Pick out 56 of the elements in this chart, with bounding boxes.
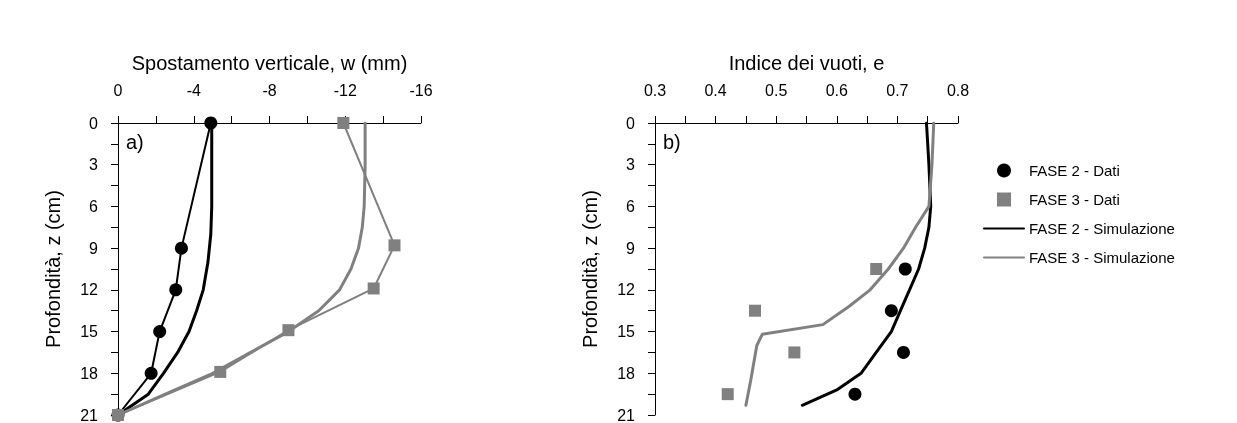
point [153,325,167,339]
point [788,346,801,359]
y-tick-label: 3 [89,156,99,174]
x-tick-label: 0.4 [704,81,727,99]
x-tick-label: -4 [186,81,201,99]
point [214,365,227,378]
point [748,304,761,317]
legend-label: FASE 2 - Simulazione [1029,220,1175,237]
point [367,282,380,295]
point [388,239,401,252]
y-tick-label: 15 [617,323,636,341]
y-axis-title: Profondità, z (cm) [42,190,64,348]
y-tick-label: 18 [617,364,636,382]
legend-label: FASE 2 - Dati [1029,162,1120,179]
y-axis-title: Profondità, z (cm) [579,190,601,348]
y-tick-label: 9 [89,239,99,257]
point [896,345,910,359]
y-tick-label: 6 [626,197,636,215]
x-tick-label: 0.3 [643,81,667,99]
y-tick-label: 0 [626,114,636,132]
x-tick-label: 0 [113,81,123,99]
x-tick-label: -12 [333,81,357,99]
point [144,366,158,380]
x-tick-label: 0.8 [946,81,970,99]
point [174,241,188,255]
point [721,388,734,401]
y-tick-label: 21 [617,406,636,423]
x-tick-label: 0.6 [825,81,849,99]
point [848,387,862,401]
point [282,324,295,337]
y-tick-label: 0 [89,114,99,132]
y-tick-label: 21 [80,406,99,423]
point [884,304,898,318]
x-tick-label: -16 [409,81,433,99]
line-series [744,121,936,407]
x-axis-title: Spostamento verticale, w (mm) [131,52,408,74]
y-tick-label: 9 [626,239,636,257]
y-tick-label: 6 [89,197,99,215]
point [204,116,218,130]
legend-label: FASE 3 - Dati [1029,191,1120,208]
x-axis-title: Indice dei vuoti, e [728,52,885,74]
legend-label: FASE 3 - Simulazione [1029,249,1175,266]
point [870,263,883,275]
y-tick-label: 15 [80,323,99,341]
y-tick-label: 12 [80,281,99,299]
y-tick-label: 3 [626,156,636,174]
annotation: a) [126,131,144,153]
x-tick-label: 0.7 [886,81,909,99]
point [337,117,350,129]
x-tick-label: -8 [262,81,277,99]
y-tick-label: 18 [80,364,99,382]
point [169,283,183,297]
y-tick-label: 12 [617,281,636,299]
point [898,262,912,276]
annotation: b) [663,131,681,153]
x-tick-label: 0.5 [765,81,788,99]
